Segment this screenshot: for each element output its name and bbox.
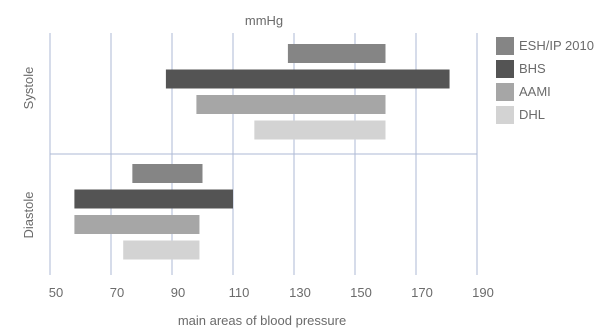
bar-systole-bhs <box>165 69 450 89</box>
chart-bars <box>74 44 450 260</box>
x-tick-label: 170 <box>411 285 433 300</box>
legend-swatch-esh <box>496 36 514 55</box>
chart-legend: ESH/IP 2010 BHS AAMI DHL <box>496 34 594 126</box>
bar-diastole-dhl <box>123 240 200 260</box>
legend-swatch-bhs <box>496 59 514 78</box>
legend-item-bhs: BHS <box>496 57 594 80</box>
bar-diastole-esh-ip-2010 <box>132 164 203 183</box>
bar-diastole-bhs <box>74 189 234 209</box>
x-tick-label: 150 <box>350 285 372 300</box>
x-tick-label: 50 <box>49 285 63 300</box>
group-label-systole: Systole <box>21 67 36 110</box>
chart-grid <box>49 33 478 275</box>
bar-systole-esh-ip-2010 <box>287 44 386 63</box>
x-tick-label: 190 <box>472 285 494 300</box>
legend-item-esh: ESH/IP 2010 <box>496 34 594 57</box>
x-tick-labels: 50 70 90 110 130 150 170 190 <box>49 285 494 300</box>
legend-label-bhs: BHS <box>519 61 546 76</box>
x-tick-label: 90 <box>171 285 185 300</box>
bar-systole-dhl <box>254 120 386 140</box>
legend-label-esh: ESH/IP 2010 <box>519 38 594 53</box>
x-tick-label: 70 <box>110 285 124 300</box>
x-axis-label: main areas of blood pressure <box>178 313 346 328</box>
bar-systole-aami <box>196 95 386 114</box>
legend-swatch-dhl <box>496 105 514 124</box>
x-tick-label: 110 <box>229 285 250 300</box>
chart-title: mmHg <box>245 13 283 28</box>
legend-label-aami: AAMI <box>519 84 551 99</box>
group-label-diastole: Diastole <box>21 192 36 239</box>
legend-item-dhl: DHL <box>496 103 594 126</box>
legend-swatch-aami <box>496 82 514 101</box>
legend-label-dhl: DHL <box>519 107 546 122</box>
bar-diastole-aami <box>74 215 200 234</box>
x-tick-label: 130 <box>289 285 311 300</box>
legend-item-aami: AAMI <box>496 80 594 103</box>
